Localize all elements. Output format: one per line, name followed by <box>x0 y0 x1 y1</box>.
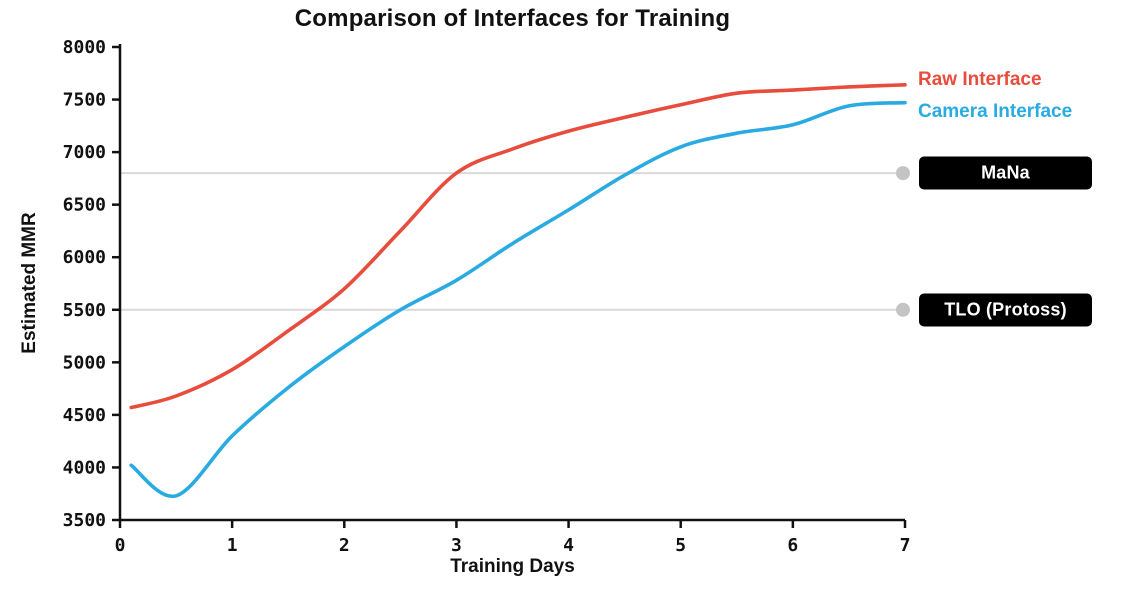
series-label-raw-interface: Raw Interface <box>918 68 1042 90</box>
x-tick-label: 4 <box>563 535 574 556</box>
x-tick-label: 1 <box>227 535 238 556</box>
x-tick-label: 0 <box>115 535 126 556</box>
x-tick-label: 7 <box>900 535 911 556</box>
series-line-camera-interface <box>129 100 907 498</box>
annotation-mana: MaNa <box>919 156 1092 190</box>
x-tick-label: 5 <box>675 535 686 556</box>
y-tick-label: 5500 <box>63 300 106 321</box>
annotation-mana-label: MaNa <box>981 162 1030 183</box>
y-tick-label: 3500 <box>63 510 106 531</box>
y-tick-label: 5000 <box>63 352 106 373</box>
x-axis-title: Training Days <box>450 556 575 577</box>
y-tick-label: 8000 <box>63 37 106 58</box>
y-tick-label: 4500 <box>63 405 106 426</box>
chart-title: Comparison of Interfaces for Training <box>294 5 731 32</box>
annotation-tlo-protoss-label: TLO (Protoss) <box>944 299 1067 320</box>
series-line-raw-interface <box>129 83 907 410</box>
reference-dot-tlo-protoss <box>896 302 910 317</box>
x-tick-label: 2 <box>339 535 350 556</box>
x-tick-label: 3 <box>451 535 462 556</box>
annotation-tlo-protoss: TLO (Protoss) <box>919 293 1092 327</box>
y-tick-label: 7000 <box>63 142 106 163</box>
reference-dot-mana <box>896 166 910 181</box>
y-tick-label: 6000 <box>63 247 106 268</box>
x-tick-label: 6 <box>787 535 798 556</box>
y-tick-label: 4000 <box>63 457 106 478</box>
series-label-camera-interface: Camera Interface <box>918 100 1073 122</box>
y-tick-label: 6500 <box>63 195 106 216</box>
y-tick-label: 7500 <box>63 90 106 111</box>
y-axis-title: Estimated MMR <box>19 212 40 354</box>
